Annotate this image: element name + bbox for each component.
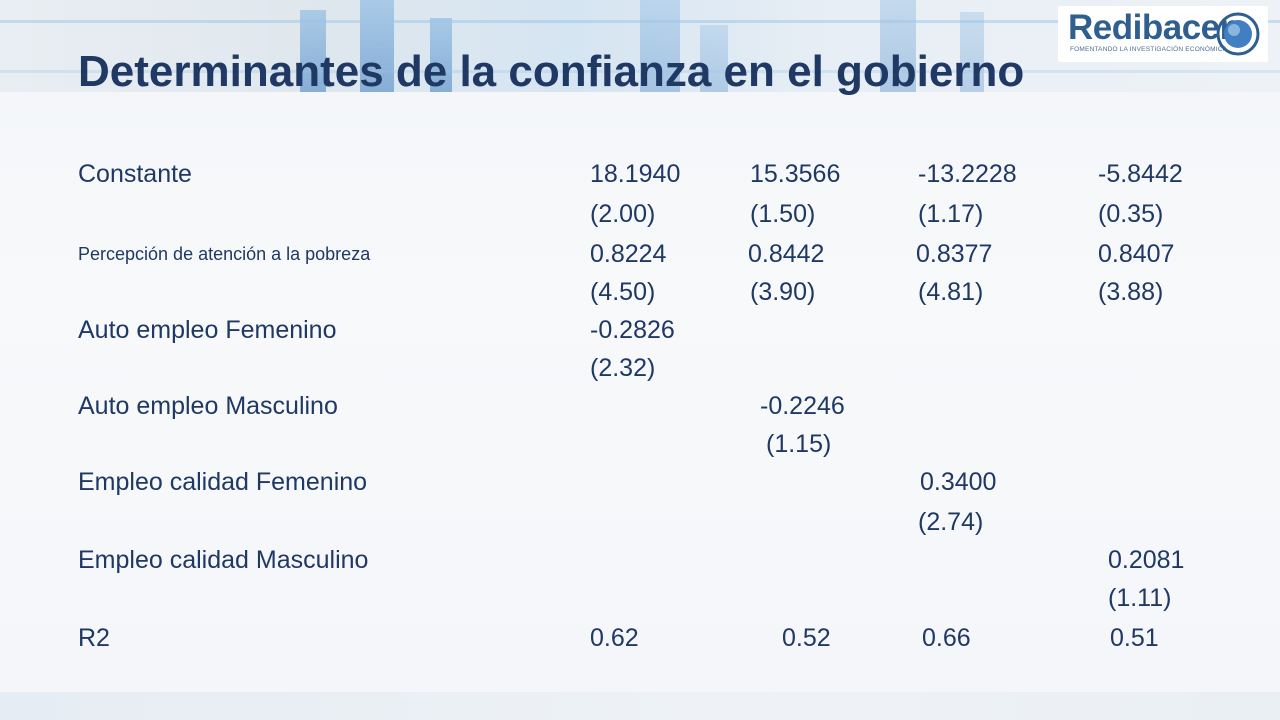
tstat-cell: (1.50) xyxy=(750,200,816,228)
coef-cell: 15.3566 xyxy=(750,160,841,188)
decorative-bar xyxy=(640,0,680,92)
decorative-bar xyxy=(360,0,394,92)
r2-cell: 0.51 xyxy=(1110,624,1159,652)
row-label-auto-empleo-femenino: Auto empleo Femenino xyxy=(78,316,337,344)
tstat-cell: (2.74) xyxy=(918,508,984,536)
coef-cell: 0.3400 xyxy=(920,468,997,496)
footer-decoration xyxy=(0,692,1280,720)
row-label-r2: R2 xyxy=(78,624,110,652)
slide-title: Determinantes de la confianza en el gobi… xyxy=(78,47,1025,96)
coef-cell: 0.8377 xyxy=(916,240,993,268)
r2-cell: 0.62 xyxy=(590,624,639,652)
coef-cell: -5.8442 xyxy=(1098,160,1183,188)
row-label-constante: Constante xyxy=(78,160,192,188)
tstat-cell: (1.15) xyxy=(766,430,832,458)
r2-cell: 0.52 xyxy=(782,624,831,652)
coef-cell: 0.8224 xyxy=(590,240,667,268)
logo-tagline: FOMENTANDO LA INVESTIGACIÓN ECONÓMICA xyxy=(1070,46,1228,53)
tstat-cell: (2.32) xyxy=(590,354,656,382)
globe-icon xyxy=(1216,12,1260,56)
row-label-percepcion: Percepción de atención a la pobreza xyxy=(78,244,371,264)
coef-cell: 0.8442 xyxy=(748,240,825,268)
tstat-cell: (4.50) xyxy=(590,278,656,306)
logo-name: Redibacen xyxy=(1068,8,1241,47)
coef-cell: 0.2081 xyxy=(1108,546,1185,574)
coef-cell: 18.1940 xyxy=(590,160,681,188)
decorative-stripe xyxy=(0,20,1280,23)
row-label-empleo-calidad-femenino: Empleo calidad Femenino xyxy=(78,468,368,496)
tstat-cell: (3.88) xyxy=(1098,278,1164,306)
decorative-bar xyxy=(960,12,984,92)
brand-logo: Redibacen FOMENTANDO LA INVESTIGACIÓN EC… xyxy=(1058,6,1268,62)
tstat-cell: (0.35) xyxy=(1098,200,1164,228)
decorative-bar xyxy=(700,25,728,92)
r2-cell: 0.66 xyxy=(922,624,971,652)
coef-cell: -13.2228 xyxy=(918,160,1017,188)
row-label-empleo-calidad-masculino: Empleo calidad Masculino xyxy=(78,546,369,574)
decorative-bar xyxy=(880,0,916,92)
tstat-cell: (3.90) xyxy=(750,278,816,306)
tstat-cell: (4.81) xyxy=(918,278,984,306)
decorative-stripe xyxy=(0,70,1280,73)
coef-cell: 0.8407 xyxy=(1098,240,1175,268)
tstat-cell: (1.11) xyxy=(1108,584,1172,612)
decorative-bar xyxy=(430,18,452,92)
row-label-auto-empleo-masculino: Auto empleo Masculino xyxy=(78,392,338,420)
coef-cell: -0.2246 xyxy=(760,392,845,420)
decorative-bar xyxy=(300,10,326,92)
tstat-cell: (1.17) xyxy=(918,200,984,228)
tstat-cell: (2.00) xyxy=(590,200,656,228)
coef-cell: -0.2826 xyxy=(590,316,675,344)
